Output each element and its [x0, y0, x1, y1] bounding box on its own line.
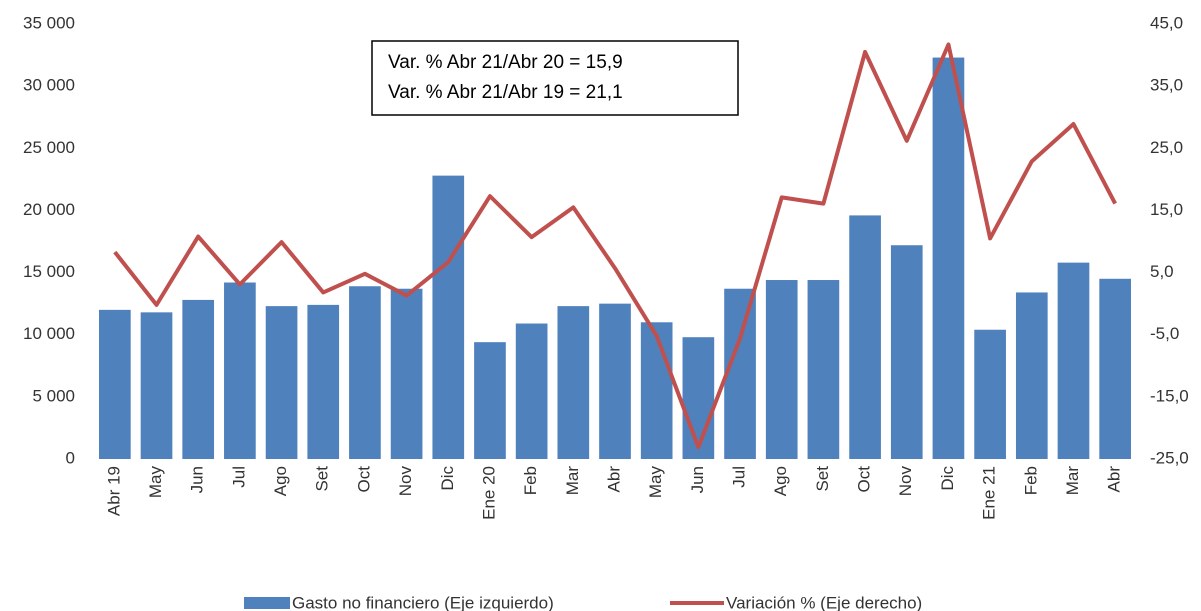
- x-tick-label: Nov: [396, 466, 415, 497]
- bar: [140, 312, 173, 459]
- y-tick-label: 25 000: [23, 138, 75, 157]
- y2-tick-label: 35,0: [1150, 76, 1183, 95]
- bar: [265, 306, 298, 459]
- y-tick-label: 15 000: [23, 262, 75, 281]
- line: [113, 42, 1117, 450]
- annotation: Var. % Abr 21/Abr 20 = 15,9: [388, 52, 623, 73]
- x-tick-label: Feb: [1021, 466, 1040, 495]
- bar: [849, 215, 881, 459]
- x-tick-label: Oct: [855, 466, 874, 493]
- y2-tick-label: 5,0: [1150, 262, 1174, 281]
- x-tick-label: Abr: [604, 466, 623, 493]
- bar: [599, 303, 631, 459]
- x-tick-label: Mar: [563, 466, 582, 496]
- y2-tick-label: 45,0: [1150, 13, 1183, 32]
- legend-label: Gasto no financiero (Eje izquierdo): [292, 593, 554, 611]
- x-tick-label: Ene 20: [479, 466, 498, 520]
- legend-swatch: [244, 597, 290, 609]
- y-tick-label: 0: [66, 448, 75, 467]
- y-tick-label: 5 000: [32, 386, 75, 405]
- y2-tick-label: -15,0: [1150, 386, 1189, 405]
- bar: [724, 288, 756, 459]
- bar: [932, 57, 965, 460]
- bar: [974, 329, 1006, 459]
- x-tick-label: Ago: [771, 466, 790, 496]
- y-tick-label: 10 000: [23, 324, 75, 343]
- x-tick-label: Jun: [688, 466, 707, 493]
- annotation-box: [371, 40, 739, 116]
- legend-label: Variación % (Eje derecho): [726, 593, 922, 611]
- bar: [515, 323, 548, 459]
- x-tick-label: Jul: [229, 466, 248, 488]
- x-tick-label: Jun: [188, 466, 207, 493]
- bar: [182, 299, 215, 459]
- x-tick-label: Jul: [730, 466, 749, 488]
- y2-tick-label: -25,0: [1150, 448, 1189, 467]
- bar: [432, 175, 465, 459]
- bar: [349, 286, 381, 459]
- bar: [640, 322, 673, 459]
- x-tick-label: Abr 19: [104, 466, 123, 516]
- x-tick-label: Feb: [521, 466, 540, 495]
- bar: [1099, 278, 1131, 459]
- x-tick-label: Set: [813, 466, 832, 492]
- x-tick-label: May: [146, 466, 165, 499]
- y2-tick-label: -5,0: [1150, 324, 1179, 343]
- bar: [390, 288, 423, 459]
- bar: [1015, 292, 1048, 459]
- x-tick-label: Abr: [1105, 466, 1124, 493]
- y-tick-label: 30 000: [23, 76, 75, 95]
- y-tick-label: 35 000: [23, 13, 75, 32]
- x-tick-label: May: [646, 466, 665, 499]
- x-tick-label: Ene 21: [980, 466, 999, 520]
- bar: [307, 304, 340, 459]
- y-tick-label: 20 000: [23, 200, 75, 219]
- x-tick-label: Dic: [438, 466, 457, 491]
- bar: [224, 282, 256, 459]
- bar: [682, 337, 715, 459]
- bar: [1057, 262, 1090, 459]
- x-tick-label: Ago: [271, 466, 290, 496]
- x-tick-label: Dic: [938, 466, 957, 491]
- bar: [557, 306, 590, 459]
- x-tick-label: Oct: [354, 466, 373, 493]
- bar: [807, 280, 840, 459]
- bar: [765, 280, 798, 459]
- y2-tick-label: 25,0: [1150, 138, 1183, 157]
- x-tick-label: Nov: [896, 466, 915, 497]
- bar: [474, 342, 506, 459]
- bar: [890, 245, 923, 459]
- y2-tick-label: 15,0: [1150, 200, 1183, 219]
- x-tick-label: Set: [313, 466, 332, 492]
- bar: [99, 309, 131, 459]
- x-tick-label: Mar: [1063, 466, 1082, 496]
- annotation: Var. % Abr 21/Abr 19 = 21,1: [388, 82, 623, 103]
